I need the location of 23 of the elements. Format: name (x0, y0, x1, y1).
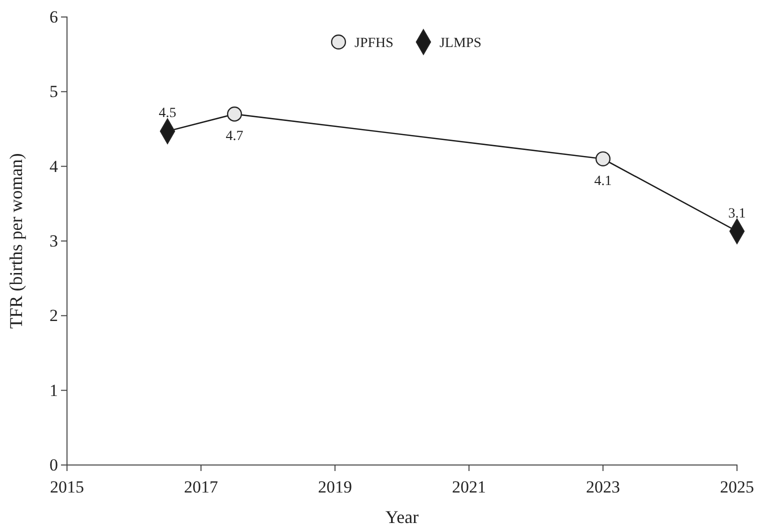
y-tick-label: 0 (50, 455, 58, 474)
y-tick-label: 6 (50, 7, 58, 26)
legend-label: JPFHS (354, 36, 394, 51)
x-tick-label: 2015 (50, 478, 84, 497)
y-axis-title: TFR (births per woman) (6, 153, 26, 329)
y-tick-label: 2 (50, 306, 58, 326)
point (595, 151, 611, 166)
x-tick-label: 2017 (184, 478, 218, 497)
data-label: 4.1 (594, 174, 612, 189)
y-tick-label: 5 (50, 82, 58, 102)
point (226, 106, 242, 122)
y-tick-label: 3 (50, 231, 58, 250)
x-axis-title: Year (385, 507, 419, 527)
data-label: 3.1 (728, 206, 746, 222)
y-tick-label: 4 (50, 156, 58, 176)
legend-label: JLMPS (439, 36, 482, 51)
data-label: 4.7 (226, 129, 244, 144)
x-tick-label: 2021 (452, 478, 486, 497)
x-tick-label: 2025 (720, 478, 754, 497)
data-label: 4.5 (158, 106, 176, 122)
x-tick-label: 2019 (318, 478, 352, 497)
x-tick-label: 2023 (586, 478, 620, 497)
y-tick-label: 1 (50, 380, 58, 400)
